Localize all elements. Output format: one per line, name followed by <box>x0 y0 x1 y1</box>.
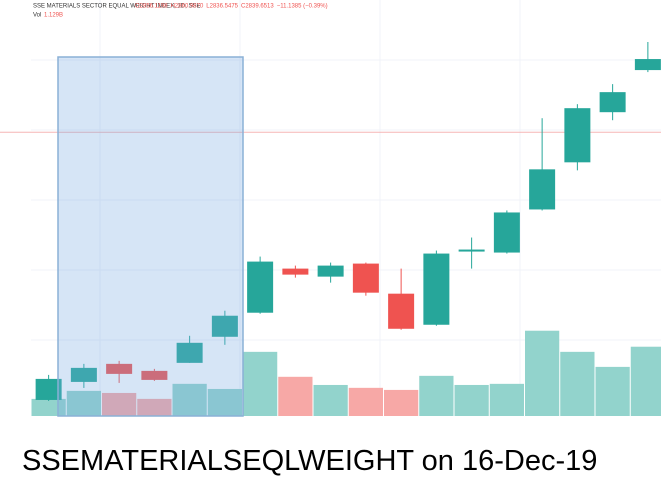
candle-body <box>106 363 133 374</box>
volume-bar <box>278 376 313 416</box>
grid <box>31 0 661 416</box>
candle-body <box>211 315 238 337</box>
volume-bar <box>419 375 454 416</box>
ohlc-value: C2839.6513 <box>241 4 274 10</box>
volume-bar <box>102 392 137 416</box>
candle-body <box>529 169 556 210</box>
volume-bar <box>348 387 383 416</box>
candle-body <box>352 263 379 293</box>
volume-bar <box>31 398 66 416</box>
volume-bar <box>207 388 242 416</box>
candle-body <box>493 212 520 253</box>
volume-bar <box>489 383 524 416</box>
ohlc-value: O2856.1198 <box>135 4 168 10</box>
candle-body <box>423 253 450 325</box>
volume-title: Vol <box>33 13 41 19</box>
caption: SSEMATERIALSEQLWEIGHT on 16-Dec-19 <box>22 445 597 477</box>
volume-bar <box>595 366 630 416</box>
candle-body <box>634 59 661 71</box>
volume-bar <box>313 384 348 416</box>
candle-body <box>141 370 168 380</box>
volume-bar <box>66 390 101 416</box>
volume-bar <box>384 389 419 416</box>
candle-body <box>70 367 97 382</box>
candle-body <box>282 268 309 275</box>
candle-body <box>458 249 485 252</box>
volume-bar <box>137 398 172 416</box>
candle-body <box>317 265 344 277</box>
candle-body <box>176 342 203 363</box>
candle-body <box>599 92 626 113</box>
candle-body <box>388 293 415 329</box>
chart-title: SSE MATERIALS SECTOR EQUAL WEIGHT INDEX,… <box>33 4 200 10</box>
volume-bar <box>525 330 560 416</box>
selection-box <box>57 56 244 417</box>
candle-body <box>35 378 62 400</box>
volume-bar <box>454 384 489 416</box>
volume-bar <box>560 351 595 416</box>
candle-body <box>564 108 591 163</box>
ohlc-value: −11.1385 (−0.39%) <box>277 4 328 10</box>
volume-value: 1.129B <box>44 13 63 19</box>
plot <box>0 42 661 416</box>
volume-bar <box>243 351 278 416</box>
volume-bar <box>630 346 661 416</box>
ohlc-value: L2836.5475 <box>206 4 238 10</box>
volume-bar <box>172 383 207 416</box>
ohlc-legend: O2856.1198 H2860.9870 L2836.5475 C2839.6513… <box>135 4 328 10</box>
candle-body <box>247 261 274 313</box>
ohlc-value: H2860.9870 <box>171 4 204 10</box>
